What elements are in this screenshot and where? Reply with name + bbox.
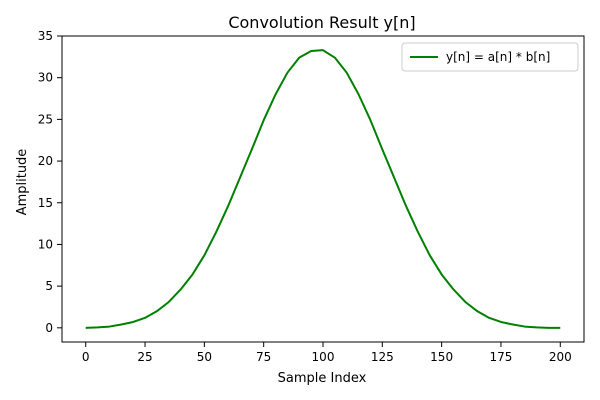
y-tick-label: 5	[45, 279, 53, 293]
y-tick-label: 15	[38, 196, 53, 210]
legend: y[n] = a[n] * b[n]	[401, 42, 579, 72]
x-tick-label: 100	[312, 350, 335, 364]
x-tick-label: 175	[490, 350, 513, 364]
y-tick-label: 20	[38, 154, 53, 168]
y-tick-label: 30	[38, 71, 53, 85]
chart-title: Convolution Result y[n]	[228, 13, 415, 32]
y-tick-label: 0	[45, 321, 53, 335]
plot-area: 0 25 50 75 100 125 150 175 200 0 5 10 15 20 25 30 35	[38, 29, 585, 364]
x-tick-label: 25	[137, 350, 152, 364]
x-tick-label: 200	[549, 350, 572, 364]
y-tick-label: 25	[38, 112, 53, 126]
y-tick-label: 35	[38, 29, 53, 43]
y-axis-title: Amplitude	[15, 149, 30, 216]
x-tick-label: 50	[197, 350, 212, 364]
series-line-0	[85, 49, 561, 329]
legend-frame	[401, 42, 579, 72]
legend-series-label: y[n] = a[n] * b[n]	[446, 50, 550, 64]
x-tick-label: 150	[430, 350, 453, 364]
x-axis-title: Sample Index	[278, 371, 367, 386]
x-tick-label: 125	[371, 350, 394, 364]
x-tick-label: 0	[82, 350, 90, 364]
x-tick-label: 75	[256, 350, 271, 364]
y-tick-label: 10	[38, 237, 53, 251]
